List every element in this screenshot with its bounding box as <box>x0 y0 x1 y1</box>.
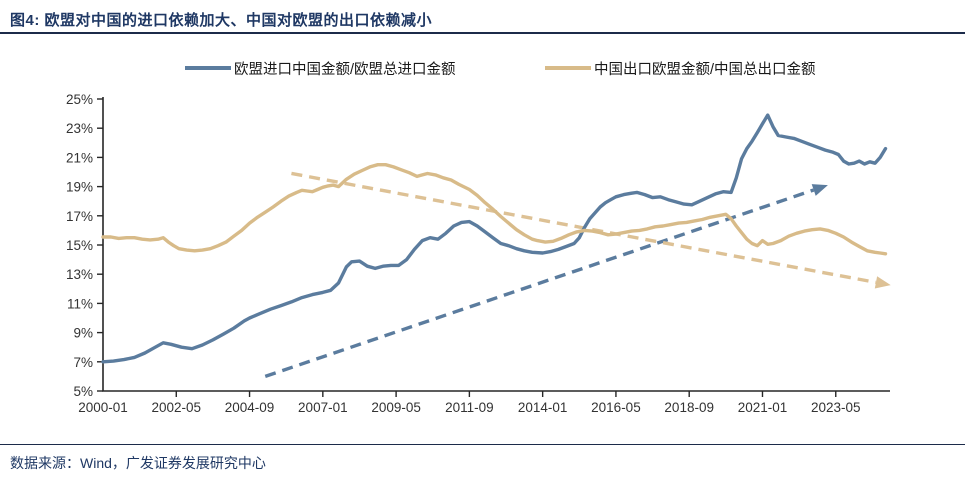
y-axis-label: 23% <box>66 121 93 136</box>
eu-import-upward-trend-arrowhead <box>811 184 828 196</box>
legend-entry-china-exports: 中国出口欧盟金额/中国总出口金额 <box>545 58 816 78</box>
x-axis-label: 2004-09 <box>225 400 275 415</box>
y-axis-label: 21% <box>66 150 93 165</box>
x-axis-label: 2009-05 <box>371 400 421 415</box>
x-axis-label: 2014-01 <box>518 400 568 415</box>
x-axis-label: 2016-05 <box>591 400 641 415</box>
eu-import-upward-trend-line <box>264 188 815 379</box>
footer-divider <box>0 444 965 445</box>
data-source-note: 数据来源：Wind，广发证券发展研究中心 <box>10 455 266 471</box>
legend-entry-eu-imports: 欧盟进口中国金额/欧盟总进口金额 <box>185 58 456 78</box>
y-axis-label: 13% <box>66 267 93 282</box>
y-axis-label: 19% <box>66 180 93 195</box>
legend-line-swatch-tan <box>545 66 591 70</box>
y-axis-label: 11% <box>67 296 93 311</box>
x-axis-label: 2021-01 <box>738 400 788 415</box>
legend-line-swatch-blue <box>185 66 231 70</box>
title-divider <box>0 32 965 34</box>
china-export-share-line <box>101 162 888 256</box>
y-axis-label: 17% <box>66 209 93 224</box>
x-axis-label: 2023-05 <box>811 400 861 415</box>
legend-label: 欧盟进口中国金额/欧盟总进口金额 <box>234 61 456 78</box>
y-axis-label: 15% <box>66 238 93 253</box>
x-axis-label: 2000-01 <box>78 400 128 415</box>
x-axis-label: 2002-05 <box>152 400 202 415</box>
x-axis-label: 2018-09 <box>664 400 714 415</box>
y-axis-label: 5% <box>73 384 93 399</box>
legend-label: 中国出口欧盟金额/中国总出口金额 <box>594 61 816 78</box>
x-axis-label: 2011-09 <box>445 400 494 415</box>
y-axis-label: 25% <box>66 92 93 107</box>
y-axis-label: 9% <box>73 326 93 341</box>
eu-import-share-line <box>101 113 888 364</box>
figure-title: 图4: 欧盟对中国的进口依赖加大、中国对欧盟的出口依赖减小 <box>10 12 433 29</box>
china-export-downward-trend-arrowhead <box>874 276 891 289</box>
chart-legend: 欧盟进口中国金额/欧盟总进口金额 中国出口欧盟金额/中国总出口金额 <box>0 58 965 78</box>
x-axis-label: 2007-01 <box>298 400 348 415</box>
y-axis-label: 7% <box>73 355 93 370</box>
